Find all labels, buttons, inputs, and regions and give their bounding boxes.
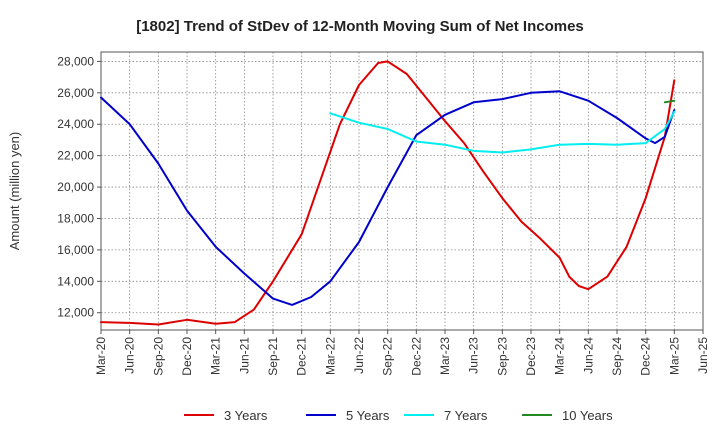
x-tick-label: Dec-20 bbox=[180, 337, 194, 376]
x-tick-label: Dec-24 bbox=[639, 337, 653, 376]
series-line-5-years bbox=[100, 90, 676, 306]
x-tick-label: Jun-20 bbox=[123, 337, 137, 374]
x-tick-label: Mar-20 bbox=[94, 337, 108, 375]
y-tick-label: 20,000 bbox=[57, 180, 94, 194]
x-axis: Mar-20 Jun-20 Sep-20 Dec-20 Mar-21 Jun-21 Sep-… bbox=[94, 330, 710, 376]
plot-frame bbox=[100, 51, 704, 331]
legend-label-10-years: 10 Years bbox=[562, 408, 613, 423]
x-tick-label: Dec-21 bbox=[295, 337, 309, 376]
legend-label-7-years: 7 Years bbox=[444, 408, 488, 423]
y-tick-label: 24,000 bbox=[57, 117, 94, 131]
y-tick-label: 14,000 bbox=[57, 274, 94, 288]
grid bbox=[100, 52, 704, 330]
plot-area bbox=[101, 52, 703, 330]
x-tick-label: Dec-23 bbox=[524, 337, 538, 376]
x-tick-label: Jun-21 bbox=[237, 337, 251, 374]
y-tick-label: 16,000 bbox=[57, 243, 94, 257]
legend-label-3-years: 3 Years bbox=[224, 408, 268, 423]
x-tick-label: Mar-22 bbox=[323, 337, 337, 375]
y-axis: 12,000 14,000 16,000 18,000 20,000 22,000 24,0… bbox=[57, 54, 101, 320]
y-axis-label: Amount (million yen) bbox=[7, 132, 22, 251]
y-tick-label: 18,000 bbox=[57, 211, 94, 225]
x-tick-label: Mar-23 bbox=[438, 337, 452, 375]
y-tick-label: 22,000 bbox=[57, 149, 94, 163]
x-tick-label: Sep-24 bbox=[610, 337, 624, 376]
legend-label-5-years: 5 Years bbox=[346, 408, 390, 423]
x-tick-label: Jun-22 bbox=[352, 337, 366, 374]
x-tick-label: Jun-23 bbox=[467, 337, 481, 374]
x-tick-label: Sep-21 bbox=[266, 337, 280, 376]
y-tick-label: 12,000 bbox=[57, 306, 94, 320]
x-tick-label: Sep-22 bbox=[381, 337, 395, 376]
legend: 3 Years 5 Years 7 Years 10 Years bbox=[184, 408, 613, 423]
series-line-3-years bbox=[100, 60, 676, 326]
x-tick-label: Jun-25 bbox=[696, 337, 710, 374]
x-tick-label: Mar-21 bbox=[209, 337, 223, 375]
x-tick-label: Sep-20 bbox=[151, 337, 165, 376]
series-layer bbox=[100, 60, 676, 326]
x-tick-label: Mar-24 bbox=[553, 337, 567, 375]
chart-title: [1802] Trend of StDev of 12-Month Moving… bbox=[136, 18, 584, 35]
y-tick-label: 26,000 bbox=[57, 86, 94, 100]
x-tick-label: Sep-23 bbox=[495, 337, 509, 376]
series-line-10-years bbox=[663, 99, 676, 104]
y-tick-label: 28,000 bbox=[57, 54, 94, 68]
x-tick-label: Jun-24 bbox=[581, 337, 595, 374]
series-line-7-years bbox=[329, 110, 676, 154]
x-tick-label: Dec-22 bbox=[409, 337, 423, 376]
x-tick-label: Mar-25 bbox=[667, 337, 681, 375]
